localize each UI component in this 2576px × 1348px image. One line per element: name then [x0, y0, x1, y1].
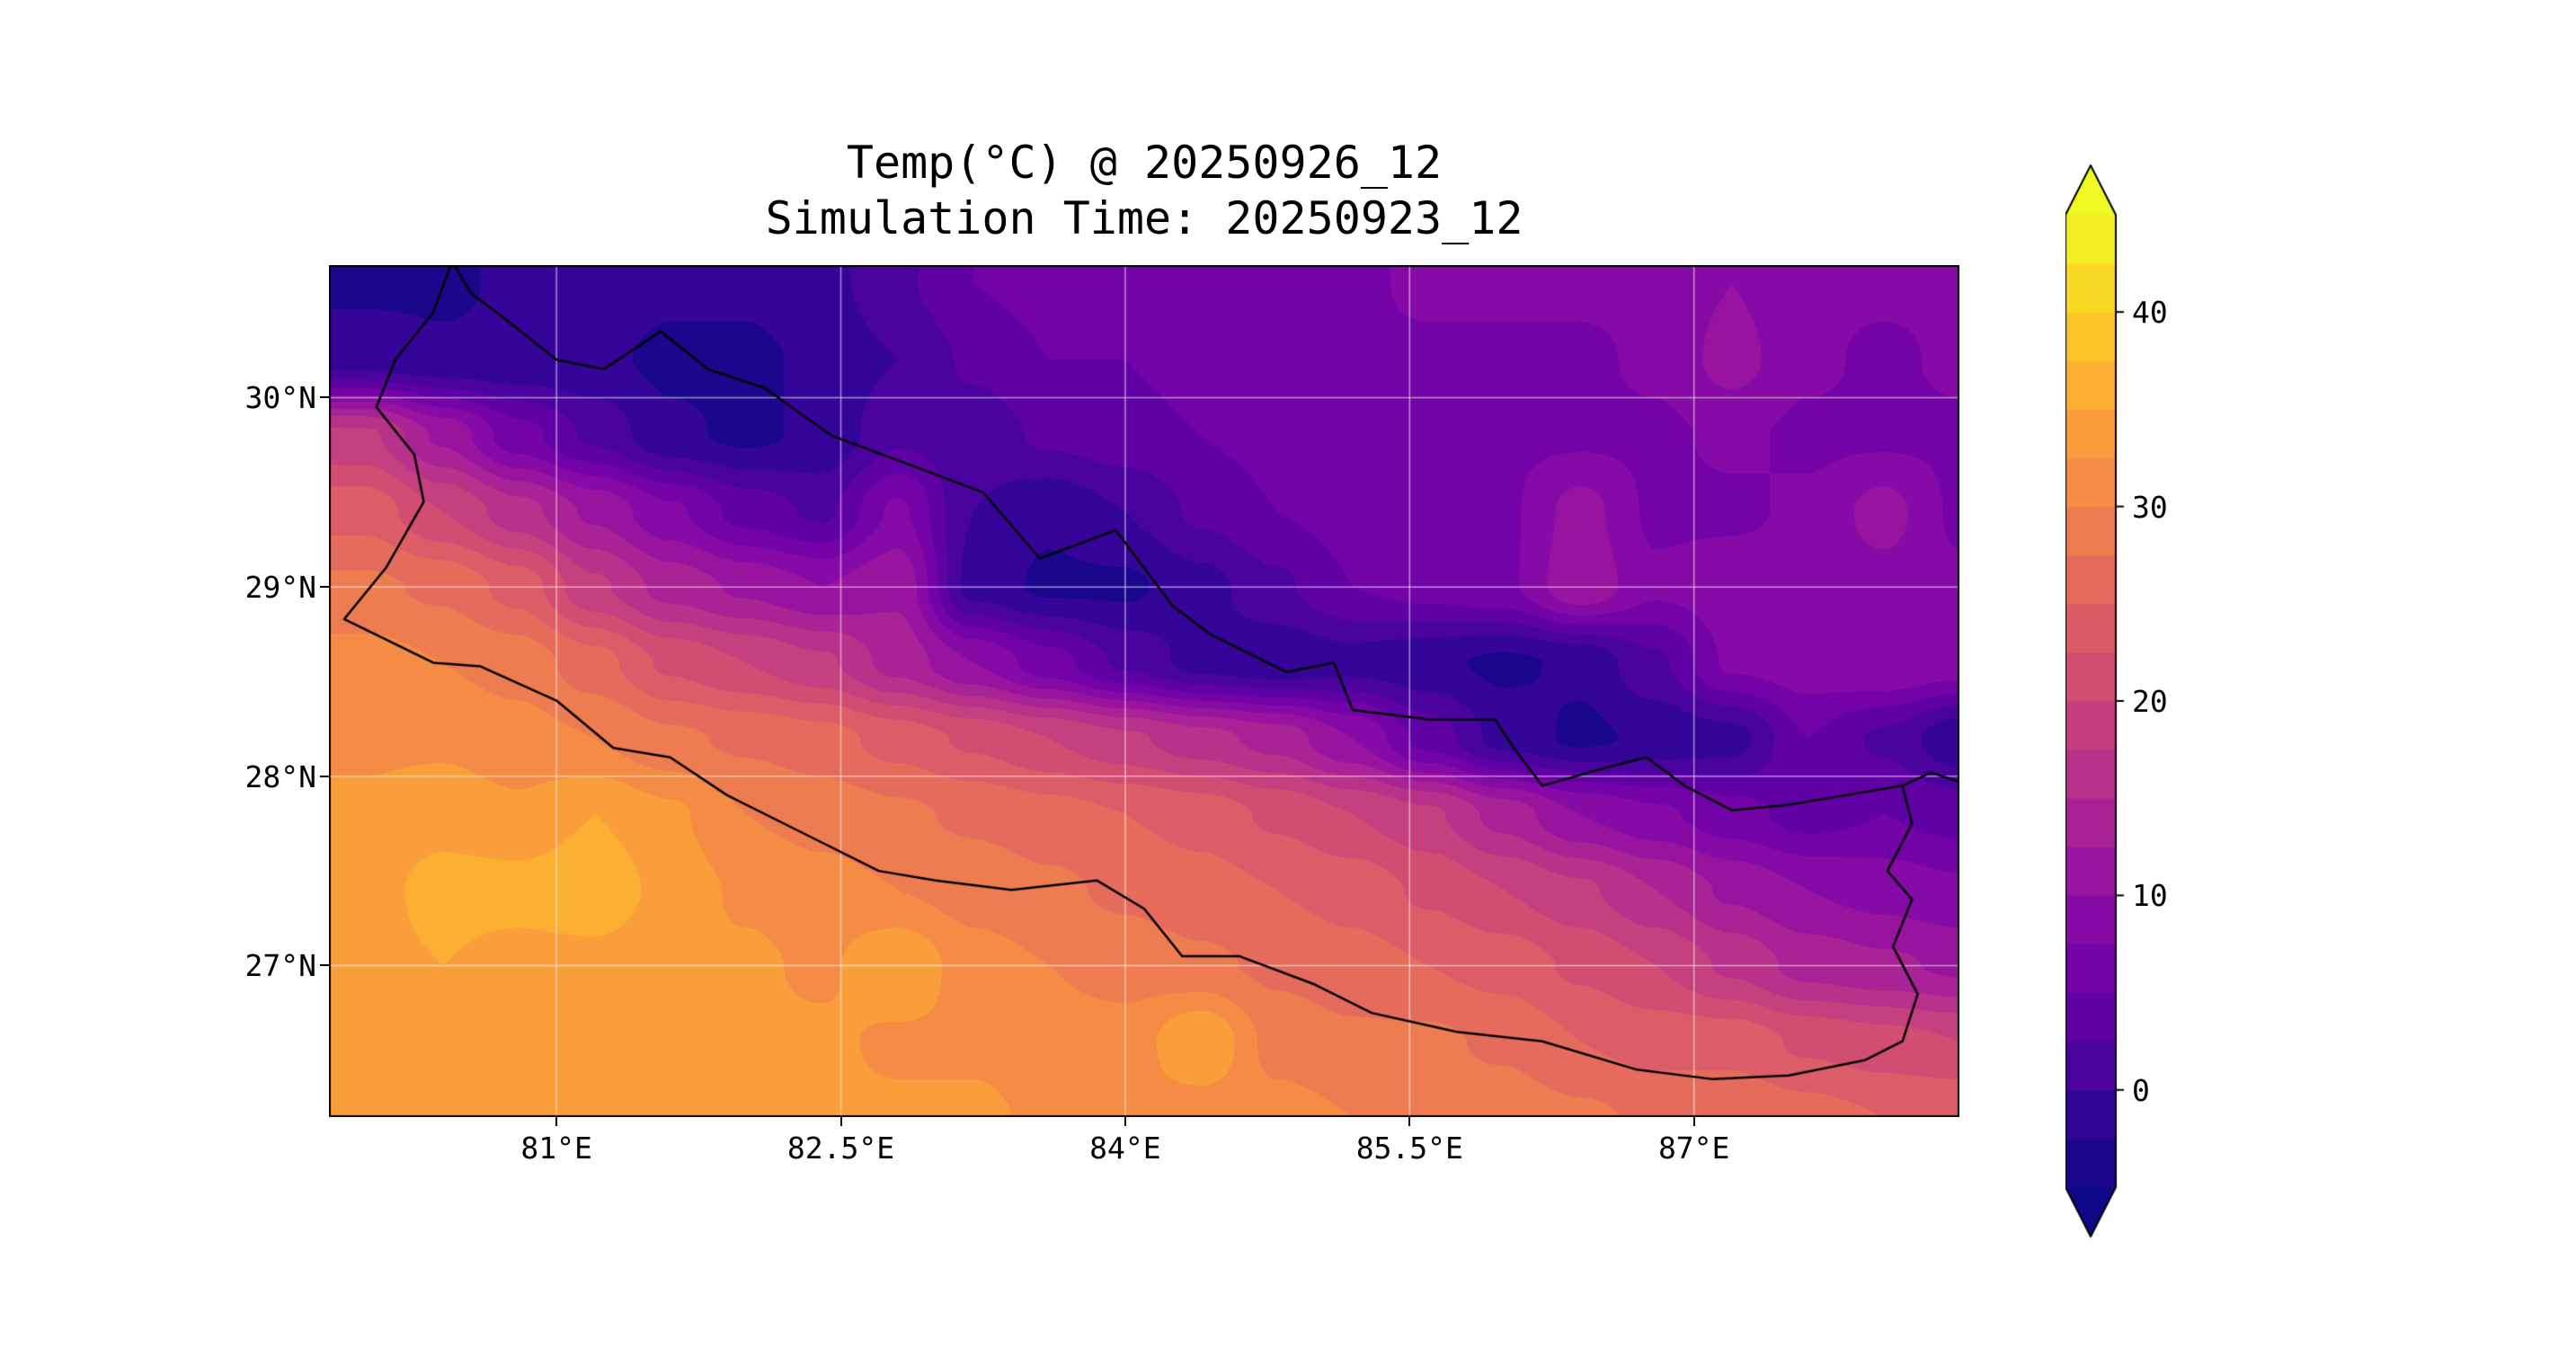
y-tick-label: 30°N: [244, 380, 316, 416]
x-tick-label: 82.5°E: [786, 1131, 895, 1166]
colorbar-tick-label: 30: [2132, 489, 2168, 525]
y-tick-mark: [320, 586, 329, 589]
colorbar-tick-label: 10: [2132, 878, 2168, 914]
plot-title-line2: Simulation Time: 20250923_12: [765, 192, 1523, 244]
x-tick-label: 85.5°E: [1355, 1131, 1463, 1166]
x-tick-mark: [1692, 1117, 1695, 1126]
x-tick-mark: [555, 1117, 558, 1126]
y-tick-label: 27°N: [244, 948, 316, 984]
colorbar-tick-label: 20: [2132, 684, 2168, 719]
x-tick-label: 81°E: [520, 1131, 592, 1166]
y-tick-label: 28°N: [244, 758, 316, 794]
y-tick-label: 29°N: [244, 570, 316, 606]
x-tick-mark: [1408, 1117, 1411, 1126]
colorbar-tick-label: 40: [2132, 295, 2168, 331]
plot-title-line1: Temp(°C) @ 20250926_12: [846, 137, 1443, 189]
x-tick-label: 84°E: [1089, 1131, 1161, 1166]
colorbar-tick-label: 0: [2132, 1072, 2150, 1108]
y-tick-mark: [320, 396, 329, 399]
x-tick-mark: [1124, 1117, 1126, 1126]
y-tick-mark: [320, 964, 329, 967]
x-tick-label: 87°E: [1657, 1131, 1730, 1166]
colorbar: [2065, 153, 2146, 1249]
temperature-contour-map: [329, 265, 1959, 1117]
y-tick-mark: [320, 775, 329, 777]
x-tick-mark: [839, 1117, 842, 1126]
